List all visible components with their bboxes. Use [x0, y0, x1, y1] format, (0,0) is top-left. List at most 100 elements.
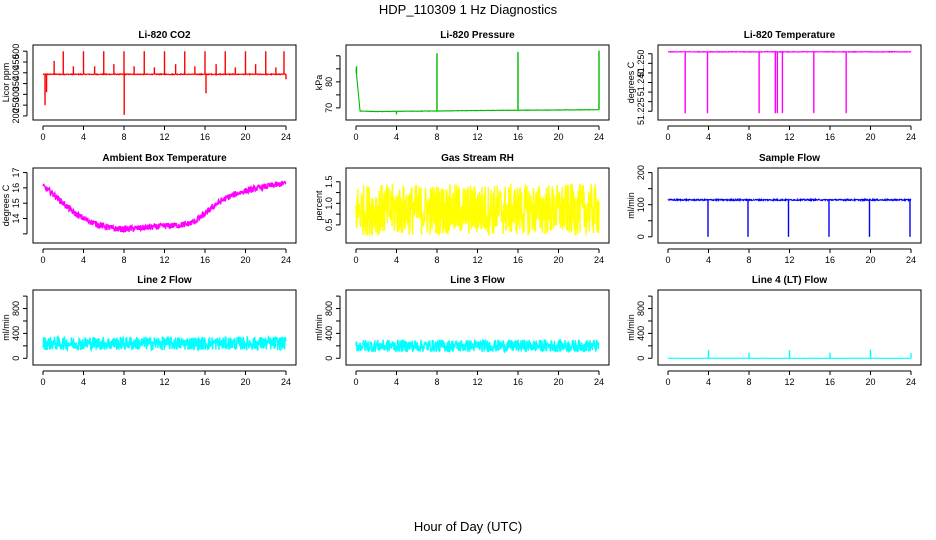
series-line	[355, 68, 600, 113]
panel-title: Ambient Box Temperature	[102, 153, 227, 164]
x-tick-label: 24	[281, 255, 291, 265]
x-tick-label: 12	[159, 377, 169, 387]
y-tick-label: 250	[11, 98, 21, 113]
x-tick-label: 0	[665, 377, 670, 387]
figure-title: HDP_110309 1 Hz Diagnostics	[379, 2, 558, 17]
x-tick-label: 8	[746, 377, 751, 387]
chart-panel: Li-820 CO2 Licor ppm 0 4 8 12 16 20 24 2002503003…	[1, 30, 297, 142]
x-tick-label: 0	[665, 255, 670, 265]
chart-panel: Li-820 Pressure kPa 0 4 8 12 16 20 24 70 80	[314, 30, 610, 142]
x-tick-label: 20	[553, 132, 563, 142]
x-tick-label: 12	[159, 132, 169, 142]
x-tick-label: 24	[594, 132, 604, 142]
chart-panel: Li-820 Temperature degrees C 0 4 8 12 16 20 24 51…	[626, 30, 922, 142]
x-tick-label: 4	[81, 255, 86, 265]
x-tick-label: 24	[594, 255, 604, 265]
x-tick-label: 20	[865, 377, 875, 387]
plot-frame	[32, 44, 297, 121]
panel-title: Li-820 Pressure	[440, 30, 515, 41]
panel-ylabel: Licor ppm	[1, 63, 11, 103]
x-tick-label: 16	[200, 377, 210, 387]
chart-panel: Gas Stream RH percent 0 4 8 12 16 20 24 0.5 1.0 1.5	[314, 153, 610, 265]
x-tick-label: 12	[472, 132, 482, 142]
panel-title: Line 2 Flow	[137, 275, 192, 286]
plot-frame	[345, 167, 610, 244]
y-tick-label: 51.240	[636, 69, 646, 97]
y-tick-label: 51.250	[636, 50, 646, 78]
panel-ylabel: degrees C	[1, 184, 11, 226]
y-tick-label: 200	[11, 108, 21, 123]
x-tick-label: 20	[240, 255, 250, 265]
x-tick-label: 12	[784, 377, 794, 387]
x-tick-label: 20	[240, 377, 250, 387]
x-tick-label: 16	[825, 255, 835, 265]
plot-frame	[657, 44, 922, 121]
x-tick-label: 24	[906, 377, 916, 387]
chart-panel: Line 2 Flow ml/min 0 4 8 12 16 20 24 0 400 800	[1, 275, 297, 387]
y-tick-label: 15	[11, 198, 21, 208]
plot-frame	[32, 167, 297, 244]
y-tick-label: 400	[11, 65, 21, 80]
x-tick-label: 12	[472, 377, 482, 387]
plot-frame	[345, 44, 610, 121]
y-tick-label: 400	[324, 326, 334, 341]
x-tick-label: 0	[40, 255, 45, 265]
x-tick-label: 12	[472, 255, 482, 265]
x-tick-label: 0	[353, 255, 358, 265]
y-tick-label: 0.5	[324, 219, 334, 232]
x-tick-label: 12	[784, 132, 794, 142]
x-tick-label: 24	[594, 377, 604, 387]
panel-ylabel: degrees C	[626, 61, 636, 103]
x-tick-label: 4	[706, 132, 711, 142]
y-tick-label: 800	[636, 301, 646, 316]
x-tick-label: 20	[240, 132, 250, 142]
panel-title: Gas Stream RH	[441, 153, 514, 164]
x-tick-label: 4	[706, 255, 711, 265]
series-line	[42, 334, 287, 353]
x-tick-label: 8	[121, 377, 126, 387]
figure-xlabel: Hour of Day (UTC)	[414, 519, 522, 534]
plot-frame	[32, 289, 297, 366]
y-tick-label: 800	[11, 301, 21, 316]
y-tick-label: 80	[324, 77, 334, 87]
y-tick-label: 16	[11, 183, 21, 193]
x-tick-label: 20	[865, 255, 875, 265]
x-tick-label: 12	[784, 255, 794, 265]
y-tick-label: 450	[11, 55, 21, 70]
x-tick-label: 4	[394, 132, 399, 142]
x-tick-label: 16	[513, 255, 523, 265]
x-tick-label: 8	[434, 377, 439, 387]
x-tick-label: 16	[825, 132, 835, 142]
x-tick-label: 0	[353, 132, 358, 142]
x-tick-label: 24	[906, 132, 916, 142]
plot-frame	[657, 167, 922, 244]
series-line	[667, 50, 912, 54]
y-tick-label: 800	[324, 301, 334, 316]
chart-panel: Ambient Box Temperature degrees C 0 4 8 12 16 2…	[1, 153, 297, 265]
x-tick-label: 16	[200, 132, 210, 142]
x-tick-label: 8	[746, 255, 751, 265]
plot-frame	[657, 289, 922, 366]
panel-title: Line 4 (LT) Flow	[752, 275, 828, 286]
x-tick-label: 12	[159, 255, 169, 265]
x-tick-label: 24	[906, 255, 916, 265]
y-tick-label: 70	[324, 103, 334, 113]
x-tick-label: 8	[746, 132, 751, 142]
y-tick-label: 100	[636, 197, 646, 212]
x-tick-label: 16	[513, 132, 523, 142]
series-line	[355, 338, 600, 354]
chart-panel: Line 3 Flow ml/min 0 4 8 12 16 20 24 0 400 800	[314, 275, 610, 387]
series-line	[42, 180, 287, 234]
y-tick-label: 400	[11, 326, 21, 341]
chart-panel: Sample Flow ml/min 0 4 8 12 16 20 24 0 100 200	[626, 153, 922, 265]
x-tick-label: 4	[81, 377, 86, 387]
y-tick-label: 200	[636, 165, 646, 180]
x-tick-label: 4	[706, 377, 711, 387]
x-tick-label: 4	[394, 377, 399, 387]
y-tick-label: 350	[11, 76, 21, 91]
x-tick-label: 16	[825, 377, 835, 387]
panel-title: Sample Flow	[759, 153, 820, 164]
y-tick-label: 400	[636, 326, 646, 341]
